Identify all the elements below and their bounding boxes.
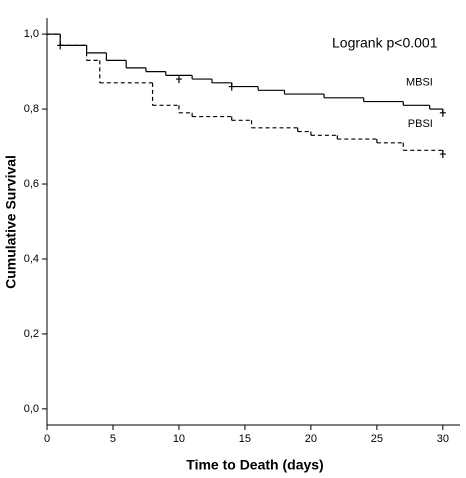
x-tick-label: 15 <box>239 433 251 445</box>
y-tick-label: 0,8 <box>24 103 39 115</box>
censor-mark <box>439 108 446 117</box>
censor-mark <box>228 82 235 91</box>
x-tick-label: 20 <box>305 433 317 445</box>
y-tick-label: 0,0 <box>24 403 39 415</box>
censor-mark <box>439 150 446 159</box>
x-tick-label: 25 <box>371 433 383 445</box>
y-tick-label: 0,2 <box>24 328 39 340</box>
x-tick-label: 5 <box>110 433 116 445</box>
y-axis-label: Cumulative Survival <box>3 155 19 289</box>
x-tick-label: 30 <box>437 433 449 445</box>
x-axis-label: Time to Death (days) <box>186 457 323 473</box>
x-tick-label: 0 <box>44 433 50 445</box>
series-label: MBSI <box>406 77 433 89</box>
y-tick-label: 0,4 <box>24 253 39 265</box>
annotation: Logrank p<0.001 <box>332 35 438 51</box>
y-tick-label: 0,6 <box>24 178 39 190</box>
x-tick-label: 10 <box>173 433 185 445</box>
censor-mark <box>175 75 182 84</box>
y-tick-label: 1,0 <box>24 28 39 40</box>
series-label: PBSI <box>408 118 433 130</box>
